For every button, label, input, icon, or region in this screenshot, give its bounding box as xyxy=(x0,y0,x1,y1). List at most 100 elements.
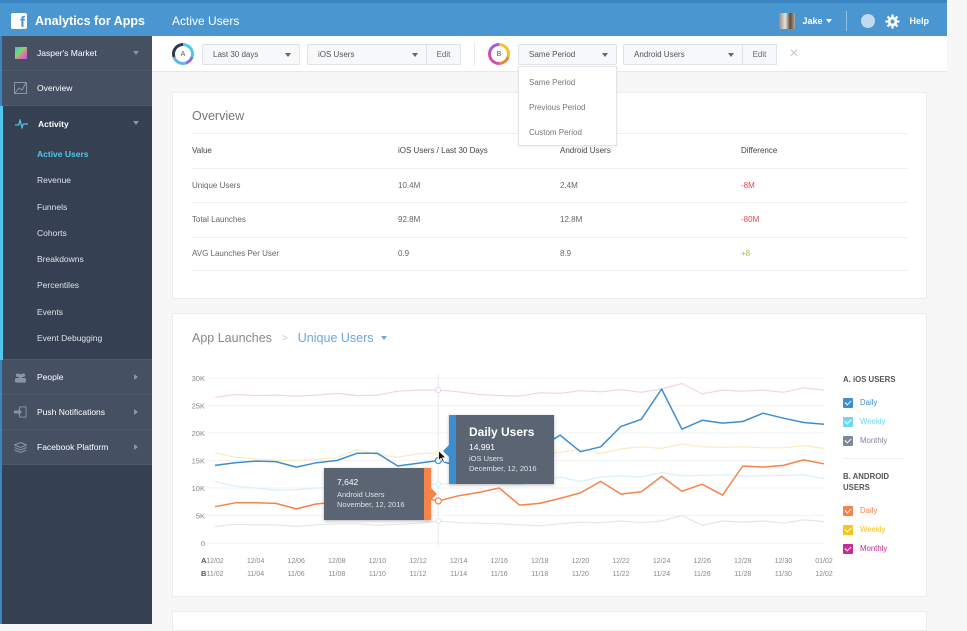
user-avatar[interactable] xyxy=(779,13,796,29)
x-tick-label-b: 11/16 xyxy=(491,571,508,578)
period-a-select[interactable]: Last 30 days xyxy=(202,44,300,65)
edit-segment-a-button[interactable]: Edit xyxy=(427,44,461,65)
sidebar-subitem-revenue[interactable]: Revenue xyxy=(37,175,72,186)
chevron-down-icon xyxy=(133,51,139,55)
sidebar-subitem-events[interactable]: Events xyxy=(37,306,63,317)
sidebar-subitem-breakdowns[interactable]: Breakdowns xyxy=(37,254,84,265)
sidebar-item-activity[interactable]: Activity xyxy=(3,106,152,141)
app-brand[interactable]: Analytics for Apps xyxy=(0,3,152,39)
row-label: AVG Launches Per User xyxy=(192,249,280,259)
x-tick-label-a: 12/16 xyxy=(490,558,508,565)
segment-b-select[interactable]: Android Users xyxy=(623,44,743,65)
checkbox-checked-icon[interactable] xyxy=(843,435,853,446)
push-notification-icon xyxy=(14,406,27,418)
tooltip-value: 14,991 xyxy=(469,442,495,452)
metric-selector[interactable]: Unique Users xyxy=(297,331,374,345)
sidebar-subitem-event-debugging[interactable]: Event Debugging xyxy=(37,333,103,344)
checkbox-checked-icon[interactable] xyxy=(843,397,853,408)
legend-item-ios-monthly[interactable]: Monthly xyxy=(843,431,913,450)
cell-ios: 0.9 xyxy=(398,249,410,259)
sidebar-subitem-cohorts[interactable]: Cohorts xyxy=(37,227,67,238)
page-title: Active Users xyxy=(172,14,240,28)
tooltip-android-daily: 7,642 Android Users November, 12, 2016 xyxy=(324,468,437,520)
x-tick-label-b: 11/10 xyxy=(369,571,386,578)
sidebar: Jasper's Market Overview Activity Active… xyxy=(0,36,152,624)
checkbox-checked-icon[interactable] xyxy=(843,524,853,535)
x-tick-label-a: 12/30 xyxy=(775,558,793,565)
sidebar-item-overview[interactable]: Overview xyxy=(2,71,152,106)
cell-android: 8.9 xyxy=(560,249,572,259)
x-tick-label-a: 12/06 xyxy=(287,558,305,565)
sidebar-item-facebook-platform[interactable]: Facebook Platform xyxy=(2,430,152,466)
dropdown-option-previous-period[interactable]: Previous Period xyxy=(529,103,586,112)
period-b-select[interactable]: Same Period xyxy=(518,44,617,65)
tooltip-segment: iOS Users xyxy=(469,454,504,463)
divider xyxy=(846,11,848,31)
divider xyxy=(474,42,475,66)
sidebar-item-push-notifications[interactable]: Push Notifications xyxy=(2,395,152,431)
table-row: Unique Users 10.4M 2.4M -8M xyxy=(192,167,908,203)
app-name: Jasper's Market xyxy=(37,48,97,58)
segment-b-value: Android Users xyxy=(634,50,685,59)
tooltip-date: November, 12, 2016 xyxy=(337,500,405,509)
cell-android: 12.8M xyxy=(560,215,583,225)
cell-ios: 10.4M xyxy=(398,180,421,190)
chart-legend: A. iOS USERS Daily Weekly Monthly B. AND… xyxy=(843,374,913,558)
legend-item-android-daily[interactable]: Daily xyxy=(843,501,913,520)
next-card xyxy=(172,611,927,631)
edit-segment-b-button[interactable]: Edit xyxy=(743,44,777,65)
x-tick-label-b: 11/20 xyxy=(572,571,589,578)
divider xyxy=(843,458,905,459)
sidebar-subitem-funnels[interactable]: Funnels xyxy=(37,201,68,212)
sidebar-item-label: Push Notifications xyxy=(37,407,106,418)
checkbox-checked-icon[interactable] xyxy=(843,543,853,554)
row-label: Total Launches xyxy=(192,215,246,225)
table-row: AVG Launches Per User 0.9 8.9 +8 xyxy=(192,236,908,271)
x-tick-label-b: 11/18 xyxy=(531,571,548,578)
overview-chart-icon xyxy=(14,82,27,94)
user-menu[interactable]: Jake xyxy=(802,16,823,26)
y-tick-label: 10K xyxy=(192,484,205,493)
x-tick-label-a: 12/02 xyxy=(206,558,224,565)
overview-table: Value iOS Users / Last 30 Days Android U… xyxy=(192,133,908,271)
legend-item-android-monthly[interactable]: Monthly xyxy=(843,539,913,558)
x-tick-label-a: 12/26 xyxy=(693,558,711,565)
x-axis-b-prefix: B xyxy=(201,569,207,578)
legend-group-b: B. ANDROID USERS xyxy=(843,472,890,492)
legend-item-android-weekly[interactable]: Weekly xyxy=(843,520,913,539)
globe-icon[interactable] xyxy=(861,14,876,28)
sidebar-item-people[interactable]: People xyxy=(2,360,152,396)
cell-android: 2.4M xyxy=(560,180,578,190)
x-tick-label-a: 12/12 xyxy=(409,558,427,565)
sidebar-subitem-percentiles[interactable]: Percentiles xyxy=(37,280,80,291)
checkbox-checked-icon[interactable] xyxy=(843,505,853,516)
segment-a-value: iOS Users xyxy=(318,50,355,59)
dropdown-option-custom-period[interactable]: Custom Period xyxy=(529,128,582,137)
chevron-down-icon[interactable] xyxy=(826,19,833,23)
legend-item-ios-weekly[interactable]: Weekly xyxy=(843,412,913,431)
segment-a-select[interactable]: iOS Users xyxy=(307,44,427,65)
chevron-down-icon[interactable] xyxy=(380,336,387,340)
x-tick-label-b: 11/14 xyxy=(450,571,467,578)
chevron-right-icon xyxy=(134,444,138,451)
app-selector[interactable]: Jasper's Market xyxy=(2,36,152,71)
x-axis-a-prefix: A xyxy=(201,556,207,565)
gear-icon[interactable] xyxy=(885,13,901,29)
checkbox-checked-icon[interactable] xyxy=(843,416,853,427)
x-tick-label-b: 11/30 xyxy=(775,571,792,578)
column-header: Android Users xyxy=(560,146,611,156)
help-link[interactable]: Help xyxy=(909,16,929,26)
legend-group-a: A. iOS USERS xyxy=(843,375,896,384)
tooltip-value: 7,642 xyxy=(337,477,359,487)
segment-b-badge: B xyxy=(488,43,510,65)
legend-item-ios-daily[interactable]: Daily xyxy=(843,393,913,412)
sidebar-subitem-active-users[interactable]: Active Users xyxy=(37,149,89,159)
breadcrumb-parent[interactable]: App Launches xyxy=(192,331,272,345)
dropdown-option-same-period[interactable]: Same Period xyxy=(529,78,576,87)
close-icon[interactable]: ✕ xyxy=(789,46,800,60)
x-tick-label-b: 11/02 xyxy=(207,571,224,578)
tooltip-segment: Android Users xyxy=(337,490,385,499)
x-tick-label-b: 11/28 xyxy=(734,571,751,578)
hover-point xyxy=(435,481,442,488)
column-header: iOS Users / Last 30 Days xyxy=(398,146,488,156)
